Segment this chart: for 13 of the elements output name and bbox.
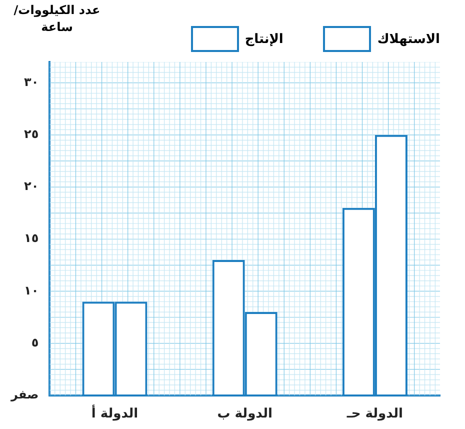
y-tick-label: صفر [10,388,39,402]
y-tick-label: ١٠ [24,283,39,298]
y-tick-label: ٢٠ [24,179,39,194]
y-tick-label: ٥ [31,335,39,350]
x-tick-label: الدولة أ [91,404,138,422]
y-tick-label: ٢٥ [24,127,39,142]
x-tick-label: الدولة ب [217,406,272,422]
x-tick-label: الدولة حـ [346,406,403,422]
legend-label: الإنتاج [244,32,284,46]
y-tick-label: ١٥ [24,231,39,246]
y-tick-label: ٣٠ [24,74,39,89]
legend-label: الاستهلاك [377,32,440,46]
y-axis-title: عدد الكيلووات/ ساعة [12,2,102,36]
